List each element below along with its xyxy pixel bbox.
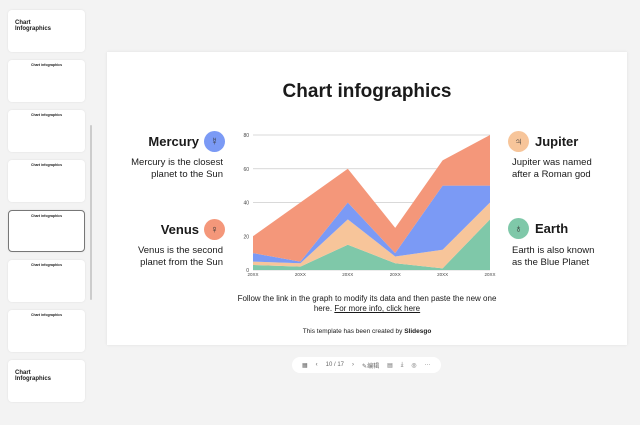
y-tick-label: 0 — [246, 268, 249, 274]
edit-label: 编辑 — [367, 363, 380, 370]
planet-description-jupiter: Jupiter was named after a Roman god — [512, 157, 592, 180]
more-info-link[interactable]: For more info, click here — [334, 304, 421, 313]
prev-slide-button[interactable]: ‹ — [315, 362, 318, 368]
venus-symbol-icon: ♀ — [204, 219, 225, 240]
slide-thumbnail[interactable]: Chart Infographics — [8, 10, 85, 52]
planet-description-earth: Earth is also known as the Blue Planet — [512, 245, 595, 268]
planet-name-earth: Earth — [535, 221, 569, 236]
x-tick-label: 20XX — [390, 272, 401, 277]
stacked-area-chart[interactable]: 0 20 40 60 80 20XX 20XX 20XX 20XX 20XX 20XX — [237, 127, 497, 277]
slide-thumbnail[interactable]: Chart infographics — [8, 210, 85, 252]
download-icon[interactable]: ⤓ — [400, 361, 404, 368]
instructions-note: Follow the link in the graph to modify i… — [237, 294, 497, 314]
y-tick-label: 40 — [243, 201, 249, 207]
planet-name-jupiter: Jupiter — [535, 134, 579, 149]
planet-description-venus: Venus is the second planet from the Sun — [137, 245, 223, 268]
thumbnail-title: Chart infographics — [30, 263, 63, 267]
credit-text: This template has been created by — [302, 328, 405, 335]
slide-thumbnail[interactable]: Chart infographics — [8, 310, 85, 352]
grid-view-icon[interactable]: ▦ — [302, 362, 308, 369]
area-series-3 — [253, 185, 490, 264]
y-tick-label: 60 — [243, 167, 249, 173]
x-tick-label: 20XX — [437, 272, 448, 277]
slide-thumbnail[interactable]: Chart infographics — [8, 160, 85, 202]
planet-name-venus: Venus — [160, 222, 199, 237]
y-tick-label: 20 — [243, 234, 249, 240]
area-series-2 — [253, 202, 490, 269]
slide-thumbnail[interactable]: Chart infographics — [8, 260, 85, 302]
x-tick-label: 20XX — [295, 272, 306, 277]
thumbnail-title: Chart Infographics — [15, 20, 52, 32]
thumbnail-title: Chart infographics — [30, 163, 63, 167]
x-tick-label: 20XX — [342, 272, 353, 277]
settings-icon[interactable]: ◎ — [411, 362, 417, 369]
slide-thumbnail[interactable]: Chart infographics — [8, 110, 85, 152]
y-tick-label: 80 — [243, 133, 249, 139]
next-slide-button[interactable]: › — [352, 362, 355, 368]
thumbnail-title: Chart infographics — [30, 113, 63, 117]
slide-thumbnail[interactable]: Chart Infographics — [8, 360, 85, 402]
slide-thumbnail[interactable]: Chart infographics — [8, 60, 85, 102]
earth-symbol-icon: ♁ — [508, 218, 529, 239]
x-tick-label: 20XX — [247, 272, 258, 277]
planet-description-mercury: Mercury is the closest planet to the Sun — [131, 157, 223, 180]
x-tick-label: 20XX — [484, 272, 495, 277]
credit-brand[interactable]: Slidesgo — [404, 328, 432, 335]
jupiter-symbol-icon: ♃ — [508, 131, 529, 152]
thumbnail-title: Chart infographics — [30, 63, 63, 67]
edit-button[interactable]: ✎编辑 — [362, 363, 380, 370]
planet-name-mercury: Mercury — [148, 134, 199, 149]
thumbnail-scrollbar[interactable] — [90, 125, 92, 300]
slide-title: Chart infographics — [282, 81, 452, 102]
slide-canvas: Chart infographics Mercury ☿ Mercury is … — [107, 52, 627, 345]
area-series-1 — [253, 219, 490, 270]
notes-icon[interactable]: ▤ — [387, 362, 393, 369]
more-icon[interactable]: ··· — [424, 362, 431, 368]
thumbnail-title: Chart infographics — [30, 313, 63, 317]
page-indicator: 10 / 17 — [325, 362, 345, 368]
thumbnail-title: Chart Infographics — [15, 370, 52, 382]
area-series-4 — [253, 135, 490, 262]
thumbnail-title: Chart infographics — [30, 214, 63, 218]
presentation-toolbar: ▦ ‹ 10 / 17 › ✎编辑 ▤ ⤓ ◎ ··· — [292, 357, 441, 373]
credit: This template has been created by Slides… — [107, 328, 627, 335]
mercury-symbol-icon: ☿ — [204, 131, 225, 152]
note-text: Follow the link in the graph to modify i… — [237, 294, 497, 313]
